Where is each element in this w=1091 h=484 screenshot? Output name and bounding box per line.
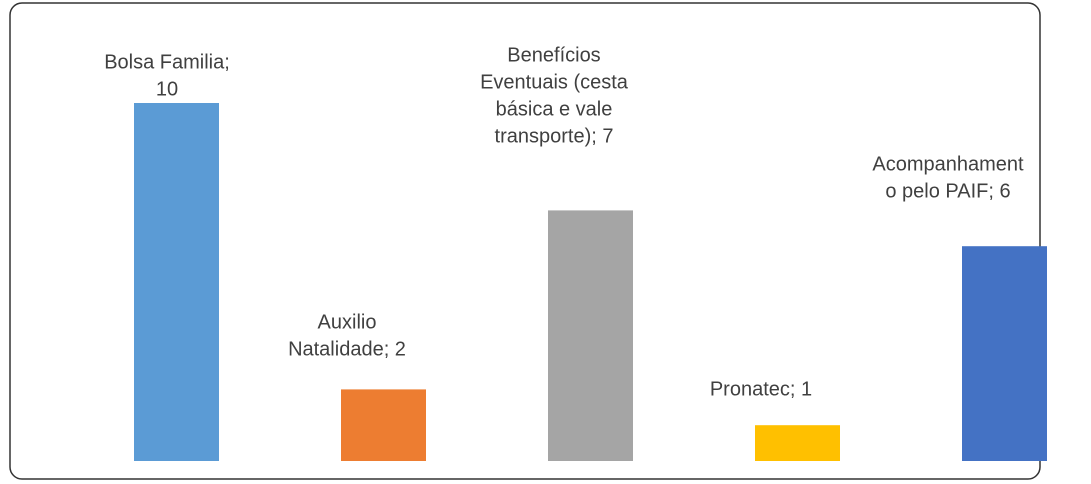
data-label: Pronatec; 1 <box>710 378 812 400</box>
data-label: Acompanhament <box>872 153 1024 175</box>
data-label: transporte); 7 <box>495 125 614 147</box>
bar <box>341 389 426 461</box>
data-label: Bolsa Familia; <box>104 51 230 73</box>
bar <box>962 246 1047 461</box>
bar <box>548 210 633 461</box>
chart-frame <box>9 2 1041 480</box>
bar <box>755 425 840 461</box>
data-label: Natalidade; 2 <box>288 338 406 360</box>
data-label: Benefícios <box>507 44 600 66</box>
data-label: o pelo PAIF; 6 <box>885 180 1010 202</box>
data-label: Eventuais (cesta <box>480 71 629 93</box>
data-label: básica e vale <box>496 98 613 120</box>
bar <box>134 103 219 461</box>
data-label: 10 <box>156 78 178 100</box>
data-label: Auxilio <box>318 311 377 333</box>
